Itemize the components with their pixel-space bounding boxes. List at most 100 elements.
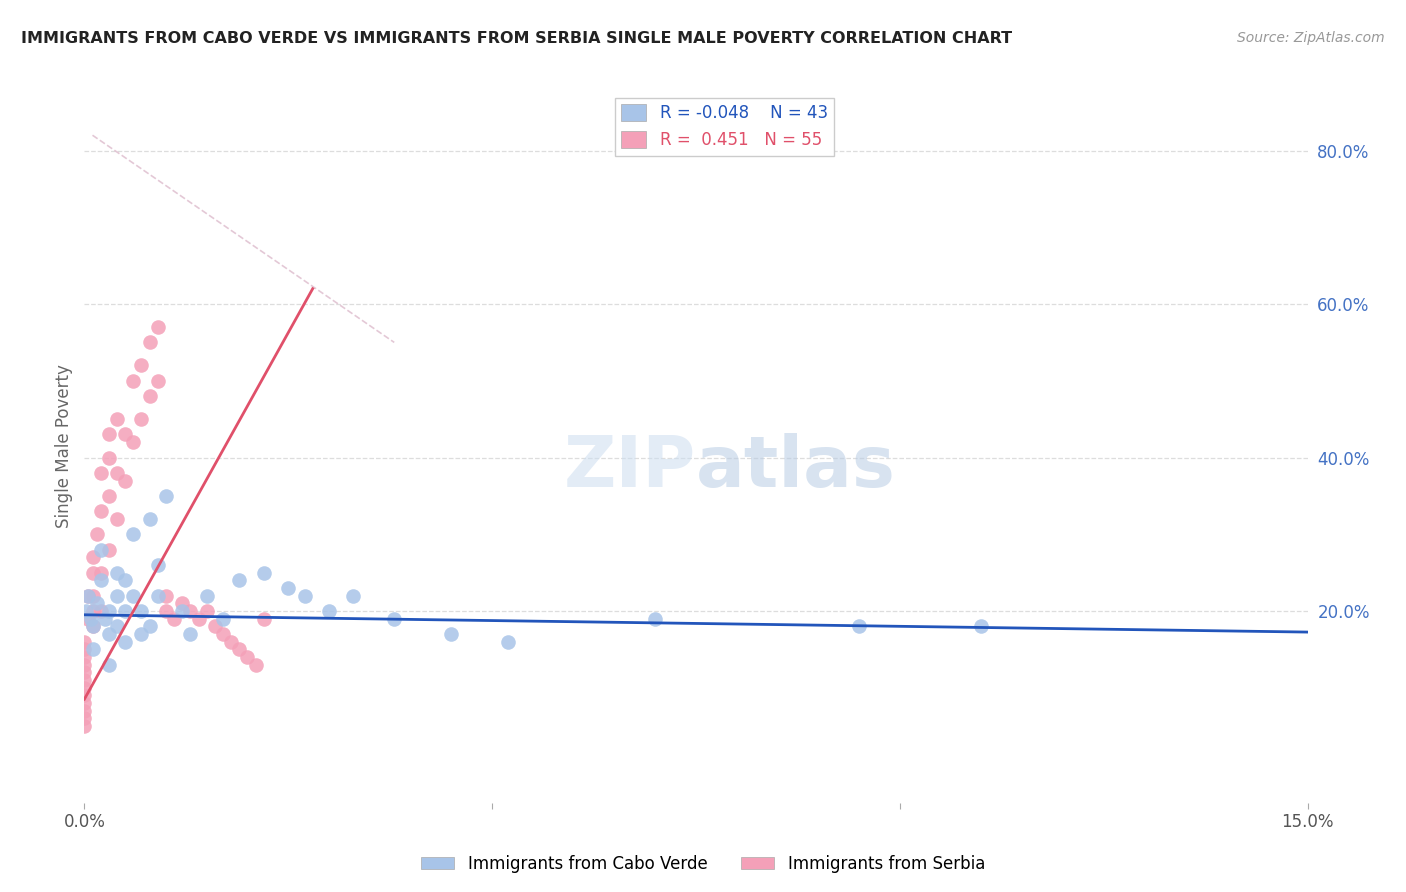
Point <box>75 604 97 618</box>
Point <box>73 704 96 718</box>
Point <box>219 634 242 648</box>
Point <box>212 627 235 641</box>
Point <box>172 596 194 610</box>
Point <box>105 589 128 603</box>
Point <box>277 581 299 595</box>
Point <box>105 512 128 526</box>
Point <box>138 512 160 526</box>
Point <box>97 427 120 442</box>
Text: ZIP: ZIP <box>564 433 696 502</box>
Point <box>131 359 153 373</box>
Point <box>294 589 316 603</box>
Point <box>82 604 104 618</box>
Point <box>73 665 96 680</box>
Point <box>138 389 160 403</box>
Point <box>114 427 136 442</box>
Text: IMMIGRANTS FROM CABO VERDE VS IMMIGRANTS FROM SERBIA SINGLE MALE POVERTY CORRELA: IMMIGRANTS FROM CABO VERDE VS IMMIGRANTS… <box>21 31 1012 46</box>
Point <box>146 589 169 603</box>
Point <box>105 412 128 426</box>
Point <box>82 550 104 565</box>
Point <box>90 574 112 588</box>
Point <box>138 335 160 350</box>
Point <box>122 589 145 603</box>
Point <box>90 504 112 518</box>
Point <box>155 604 177 618</box>
Point <box>73 681 96 695</box>
Point <box>138 619 160 633</box>
Point <box>105 466 128 480</box>
Point <box>245 657 267 672</box>
Point <box>114 634 136 648</box>
Point <box>93 612 117 626</box>
Point <box>342 589 364 603</box>
Point <box>146 320 169 334</box>
Point <box>228 574 250 588</box>
Point <box>73 650 96 665</box>
Point <box>131 604 153 618</box>
Point <box>73 673 96 687</box>
Point <box>155 589 177 603</box>
Point <box>122 527 145 541</box>
Point <box>105 566 128 580</box>
Point <box>179 627 201 641</box>
Point <box>90 604 112 618</box>
Point <box>195 604 218 618</box>
Point <box>97 627 120 641</box>
Point <box>114 604 136 618</box>
Point <box>131 412 153 426</box>
Legend: Immigrants from Cabo Verde, Immigrants from Serbia: Immigrants from Cabo Verde, Immigrants f… <box>415 848 991 880</box>
Point <box>131 627 153 641</box>
Text: atlas: atlas <box>696 433 896 502</box>
Point <box>73 657 96 672</box>
Point <box>122 374 145 388</box>
Point <box>73 696 96 710</box>
Point <box>73 719 96 733</box>
Point <box>97 604 120 618</box>
Point <box>146 374 169 388</box>
Point <box>163 612 186 626</box>
Point <box>253 612 276 626</box>
Point <box>90 566 112 580</box>
Point <box>970 619 993 633</box>
Point <box>172 604 194 618</box>
Point <box>97 542 120 557</box>
Y-axis label: Single Male Poverty: Single Male Poverty <box>55 364 73 528</box>
Point <box>73 711 96 725</box>
Point <box>80 612 103 626</box>
Point <box>82 589 104 603</box>
Point <box>318 604 340 618</box>
Point <box>73 642 96 657</box>
Point <box>228 642 250 657</box>
Point <box>440 627 463 641</box>
Point <box>382 612 405 626</box>
Legend: R = -0.048    N = 43, R =  0.451   N = 55: R = -0.048 N = 43, R = 0.451 N = 55 <box>614 97 834 155</box>
Point <box>82 619 104 633</box>
Point <box>86 596 108 610</box>
Point <box>90 466 112 480</box>
Text: Source: ZipAtlas.com: Source: ZipAtlas.com <box>1237 31 1385 45</box>
Point <box>82 642 104 657</box>
Point <box>97 657 120 672</box>
Point <box>77 612 100 626</box>
Point <box>179 604 201 618</box>
Point <box>86 527 108 541</box>
Point <box>204 619 226 633</box>
Point <box>73 634 96 648</box>
Point <box>77 589 100 603</box>
Point <box>90 542 112 557</box>
Point <box>195 589 218 603</box>
Point <box>155 489 177 503</box>
Point <box>212 612 235 626</box>
Point <box>146 558 169 572</box>
Point <box>187 612 209 626</box>
Point <box>253 566 276 580</box>
Point <box>848 619 870 633</box>
Point <box>97 450 120 465</box>
Point <box>498 634 520 648</box>
Point <box>82 566 104 580</box>
Point <box>644 612 666 626</box>
Point <box>122 435 145 450</box>
Point <box>236 650 259 665</box>
Point <box>77 589 100 603</box>
Point <box>114 574 136 588</box>
